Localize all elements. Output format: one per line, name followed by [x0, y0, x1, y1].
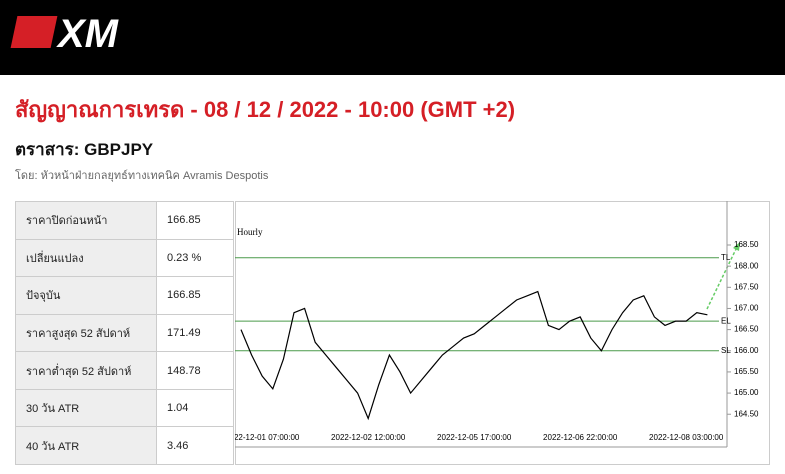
level-label: EL: [721, 316, 731, 325]
target-arrow: [706, 246, 738, 310]
x-tick-label: 2022-12-08 03:00:00: [649, 433, 724, 442]
stats-table: ราคาปิดก่อนหน้า 166.85 เปลี่ยนแปลง 0.23 % ปั…: [15, 201, 234, 465]
value-cell: 166.85: [156, 201, 234, 240]
level-label: SL: [721, 346, 731, 355]
table-row: เปลี่ยนแปลง 0.23 %: [15, 238, 234, 278]
label-cell: ราคาต่ำสุด 52 สัปดาห์: [15, 351, 157, 390]
y-tick-label: 165.50: [734, 367, 759, 376]
header: XM: [0, 0, 785, 75]
value-cell: 148.78: [156, 351, 234, 390]
level-label: TL: [721, 253, 731, 262]
label-cell: 30 วัน ATR: [15, 388, 157, 428]
value-cell: 166.85: [156, 276, 234, 315]
y-tick-label: 166.50: [734, 325, 759, 334]
logo-mark: [10, 16, 58, 48]
arrow-head: [733, 242, 740, 251]
price-line: [240, 290, 708, 421]
chart-frame: [235, 201, 770, 465]
label-cell: ปัจจุบัน: [15, 276, 157, 315]
instrument: ตราสาร: GBPJPY: [15, 140, 154, 159]
logo[interactable]: XM: [58, 12, 118, 56]
x-tick-label: 2022-12-02 12:00:00: [331, 433, 406, 442]
label-cell: ราคาสูงสุด 52 สัปดาห์: [15, 313, 157, 353]
y-tick-label: 168.50: [734, 240, 759, 249]
title: สัญญาณการเทรด - 08 / 12 / 2022 - 10:00 (…: [15, 97, 516, 122]
author: โดย: หัวหน้าฝ่ายกลยุทธ์ทางเทคนิค Avramis…: [15, 170, 269, 182]
value-cell: 171.49: [156, 313, 234, 353]
label-cell: เปลี่ยนแปลง: [15, 238, 157, 278]
chart: Hourly 164.50 165.00 165.50 166.00 166.50 167…: [235, 201, 770, 465]
x-tick-label: 2022-12-01 07:00:00: [235, 433, 300, 442]
y-tick-label: 166.00: [734, 346, 759, 355]
y-tick-label: 165.00: [734, 388, 759, 397]
table-row: 40 วัน ATR 3.46: [15, 426, 234, 465]
table-row: ราคาสูงสุด 52 สัปดาห์ 171.49: [15, 313, 234, 353]
y-tick-label: 167.50: [734, 282, 759, 291]
x-tick-label: 2022-12-05 17:00:00: [437, 433, 512, 442]
table-row: ราคาต่ำสุด 52 สัปดาห์ 148.78: [15, 351, 234, 390]
label-cell: 40 วัน ATR: [15, 426, 157, 465]
chart-subtitle: Hourly: [237, 227, 263, 237]
table-row: 30 วัน ATR 1.04: [15, 388, 234, 428]
table-row: ราคาปิดก่อนหน้า 166.85: [15, 201, 234, 240]
y-tick-label: 168.00: [734, 261, 759, 270]
value-cell: 0.23 %: [156, 238, 234, 278]
value-cell: 3.46: [156, 426, 234, 465]
value-cell: 1.04: [156, 388, 234, 428]
y-tick-label: 164.50: [734, 409, 759, 418]
x-tick-label: 2022-12-06 22:00:00: [543, 433, 618, 442]
table-row: ปัจจุบัน 166.85: [15, 276, 234, 315]
label-cell: ราคาปิดก่อนหน้า: [15, 201, 157, 240]
y-tick-label: 167.00: [734, 304, 759, 313]
